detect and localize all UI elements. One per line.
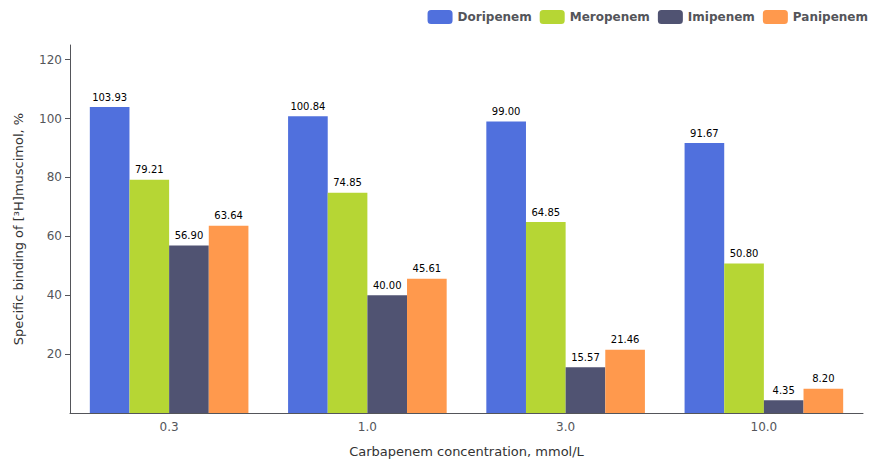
svg-text:40: 40 <box>47 288 62 302</box>
svg-text:100.84: 100.84 <box>290 101 325 112</box>
svg-text:64.85: 64.85 <box>531 207 560 218</box>
svg-text:103.93: 103.93 <box>92 92 127 103</box>
svg-text:4.35: 4.35 <box>773 385 795 396</box>
svg-text:21.46: 21.46 <box>611 334 640 345</box>
svg-text:100: 100 <box>39 112 62 126</box>
svg-text:Specific binding of [³H]muscim: Specific binding of [³H]muscimol, % <box>11 113 26 345</box>
svg-text:Meropenem: Meropenem <box>570 10 650 24</box>
svg-text:60: 60 <box>47 229 62 243</box>
svg-text:74.85: 74.85 <box>333 177 362 188</box>
svg-text:0.3: 0.3 <box>160 420 179 434</box>
svg-text:45.61: 45.61 <box>413 263 442 274</box>
svg-text:80: 80 <box>47 170 62 184</box>
svg-text:Imipenem: Imipenem <box>688 10 755 24</box>
svg-text:120: 120 <box>39 53 62 67</box>
svg-text:15.57: 15.57 <box>571 352 600 363</box>
svg-text:40.00: 40.00 <box>373 280 402 291</box>
svg-text:79.21: 79.21 <box>135 164 164 175</box>
svg-text:63.64: 63.64 <box>214 210 243 221</box>
svg-text:99.00: 99.00 <box>492 106 521 117</box>
svg-text:Doripenem: Doripenem <box>458 10 532 24</box>
svg-text:50.80: 50.80 <box>730 248 759 259</box>
svg-text:Panipenem: Panipenem <box>793 10 868 24</box>
svg-text:1.0: 1.0 <box>358 420 377 434</box>
svg-text:91.67: 91.67 <box>690 128 719 139</box>
svg-text:10.0: 10.0 <box>751 420 778 434</box>
svg-text:8.20: 8.20 <box>812 373 834 384</box>
svg-text:Carbapenem concentration, mmol: Carbapenem concentration, mmol/L <box>349 444 584 459</box>
svg-text:20: 20 <box>47 347 62 361</box>
svg-text:56.90: 56.90 <box>175 230 204 241</box>
svg-text:3.0: 3.0 <box>556 420 575 434</box>
